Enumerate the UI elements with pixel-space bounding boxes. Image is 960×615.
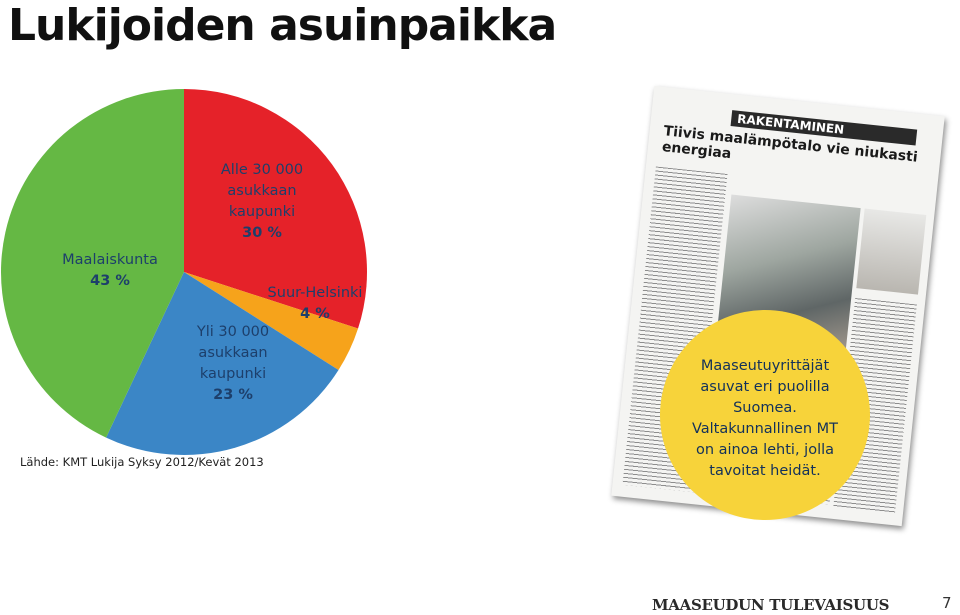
callout-text: Maaseutuyrittäjät asuvat eri puolilla Su… xyxy=(691,358,839,479)
page-number: 7 xyxy=(942,594,952,612)
label-alle-line-3: kaupunki xyxy=(228,204,296,220)
source-note: Lähde: KMT Lukija Syksy 2012/Kevät 2013 xyxy=(20,455,264,469)
brand-logo: MAASEUDUN TULEVAISUUS xyxy=(652,596,890,614)
label-alle-pct: 30 % xyxy=(242,225,282,241)
callout-circle xyxy=(660,310,870,520)
label-yli-30000: Yli 30 000 asukkaan kaupunki 23 % xyxy=(197,322,269,406)
label-maalaiskunta: Maalaiskunta 43 % xyxy=(62,250,158,292)
label-suur-line-1: Suur-Helsinki xyxy=(267,285,363,301)
label-alle-line-2: asukkaan xyxy=(227,183,297,199)
pie-slice-3 xyxy=(1,89,184,438)
newspaper-photo-small xyxy=(856,208,927,295)
pie-slice-1 xyxy=(184,272,359,371)
label-yli-line-3: kaupunki xyxy=(199,366,267,382)
pie-slice-2 xyxy=(106,272,339,455)
label-alle-line-1: Alle 30 000 xyxy=(220,162,304,178)
label-yli-pct: 23 % xyxy=(213,387,253,403)
page-title: Lukijoiden asuinpaikka xyxy=(8,0,557,51)
label-yli-line-1: Yli 30 000 xyxy=(196,324,270,340)
label-alle-30000: Alle 30 000 asukkaan kaupunki 30 % xyxy=(221,160,303,244)
pie-slice-0 xyxy=(184,89,367,329)
label-yli-line-2: asukkaan xyxy=(198,345,268,361)
label-suur-pct: 4 % xyxy=(300,306,330,322)
label-suur-helsinki: Suur-Helsinki 4 % xyxy=(268,283,363,325)
label-maala-line-1: Maalaiskunta xyxy=(62,252,158,268)
label-maala-pct: 43 % xyxy=(90,273,130,289)
